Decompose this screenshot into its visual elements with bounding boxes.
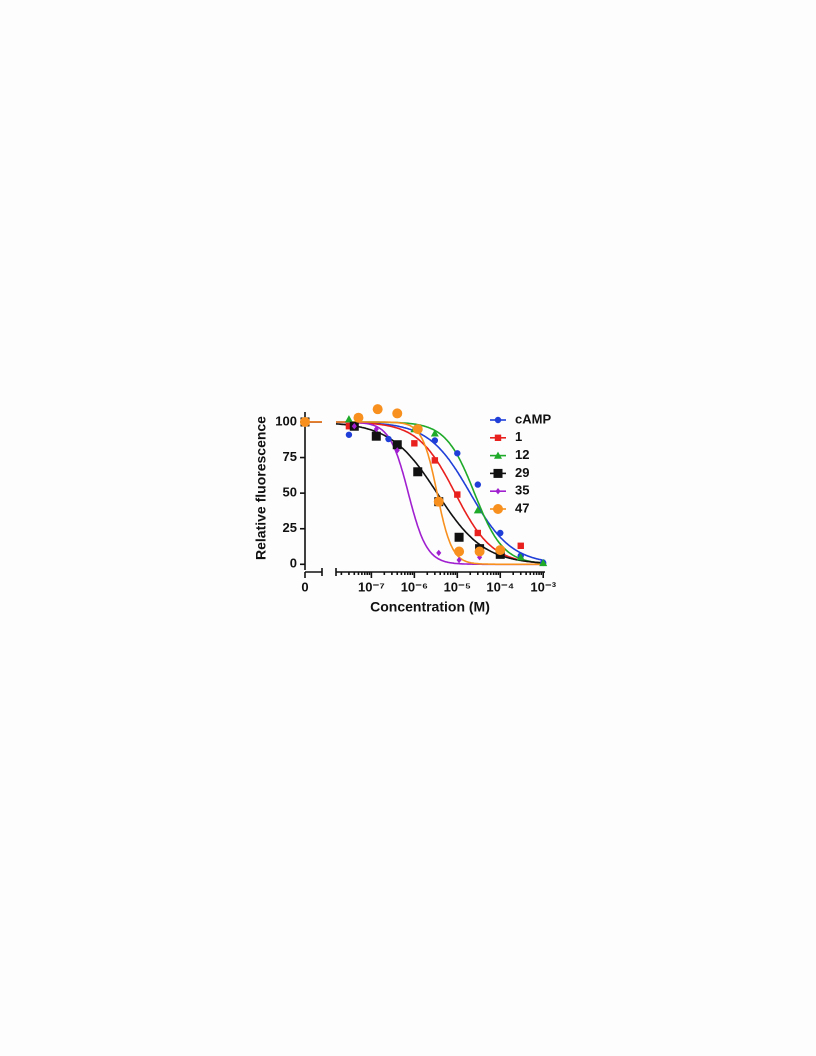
legend-label: 35 <box>515 483 529 498</box>
marker <box>413 467 423 477</box>
marker <box>495 545 506 556</box>
marker <box>300 416 310 427</box>
marker <box>454 546 465 557</box>
curves <box>305 421 546 566</box>
marker <box>494 416 502 424</box>
marker <box>539 558 548 567</box>
marker <box>431 437 439 444</box>
marker <box>494 451 502 459</box>
fit-curve <box>336 421 545 566</box>
x-tick-label: 0 <box>301 579 308 594</box>
fit-curve <box>336 421 546 565</box>
y-tick-label: 25 <box>283 520 297 535</box>
fit-curve <box>336 421 545 566</box>
marker <box>394 447 400 454</box>
marker <box>474 546 485 557</box>
x-tick-label: 10⁻³ <box>530 579 556 594</box>
marker <box>351 423 357 430</box>
y-tick-label: 100 <box>275 413 297 428</box>
y-tick-label: 0 <box>290 556 297 571</box>
marker <box>345 431 353 438</box>
fit-curve <box>335 423 545 564</box>
marker <box>392 408 403 419</box>
legend-label: 47 <box>515 500 529 515</box>
marker <box>493 468 503 478</box>
marker <box>372 404 383 415</box>
legend-label: 29 <box>515 465 529 480</box>
marker <box>385 435 392 443</box>
marker <box>411 440 418 447</box>
y-axis-label: Relative fluorescence <box>253 416 269 560</box>
points <box>300 404 548 567</box>
x-tick-label: 10⁻⁵ <box>444 579 471 594</box>
fit-curve <box>336 421 546 564</box>
marker <box>495 488 501 495</box>
marker <box>493 504 503 514</box>
marker <box>494 434 502 441</box>
marker <box>344 415 353 423</box>
marker <box>392 440 402 450</box>
marker <box>371 431 381 441</box>
marker <box>436 549 442 557</box>
marker <box>353 412 364 423</box>
legend-label: 12 <box>515 447 529 462</box>
marker <box>477 553 483 561</box>
marker <box>456 556 462 564</box>
y-tick-label: 75 <box>283 449 297 464</box>
marker <box>431 457 439 464</box>
x-axis-label: Concentration (M) <box>370 599 490 615</box>
marker <box>430 429 439 437</box>
marker <box>517 542 524 550</box>
marker <box>497 529 504 537</box>
marker <box>473 506 482 514</box>
x-tick-label: 10⁻⁷ <box>358 579 385 594</box>
legend-label: 1 <box>515 429 522 444</box>
marker <box>412 424 423 435</box>
x-tick-label: 10⁻⁶ <box>401 579 428 594</box>
marker <box>474 481 482 488</box>
marker <box>345 423 353 430</box>
marker <box>474 529 482 537</box>
marker <box>373 425 379 433</box>
y-tick-label: 50 <box>283 485 297 500</box>
marker <box>454 491 461 498</box>
fit-curve <box>336 421 546 562</box>
marker <box>454 532 464 542</box>
marker <box>454 450 461 457</box>
marker <box>433 496 444 507</box>
legend-label: cAMP <box>515 411 551 426</box>
x-tick-label: 10⁻⁴ <box>486 579 514 594</box>
marker <box>516 553 525 561</box>
